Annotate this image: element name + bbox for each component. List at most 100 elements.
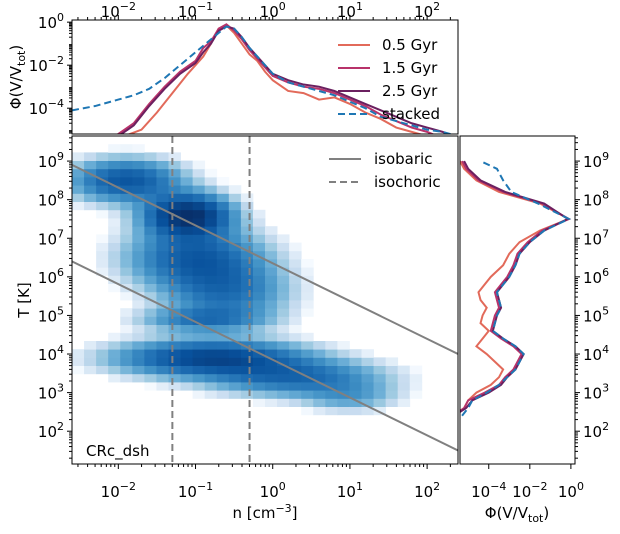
heatmap-cell [168, 193, 181, 202]
heatmap-cell [192, 332, 206, 342]
heatmap-cell [204, 267, 218, 276]
heatmap-cell [108, 144, 121, 153]
heatmap-cell [204, 341, 218, 350]
main-y-tick-label-4-exp: 5 [57, 304, 64, 317]
heatmap-cell [373, 398, 387, 407]
heatmap-cell [252, 324, 266, 334]
heatmap-cell [96, 185, 109, 194]
heatmap-cell [168, 373, 181, 383]
heatmap-cell [168, 201, 181, 211]
heatmap-cell [204, 283, 218, 293]
heatmap-cell [397, 373, 411, 383]
heatmap-cell [96, 152, 109, 161]
heatmap-cell [240, 291, 254, 301]
heatmap-cell [265, 250, 278, 260]
heatmap-cell [144, 259, 157, 268]
heatmap-cell [180, 250, 194, 260]
heatmap-cell [216, 242, 230, 252]
heatmap-cell [108, 209, 121, 219]
heatmap-cell [252, 308, 266, 317]
heatmap-cell [252, 218, 266, 227]
heatmap-cell [180, 283, 194, 293]
heatmap-cell [108, 218, 121, 227]
heatmap-cell [265, 341, 278, 350]
main-y-tick-label-4: 105 [38, 304, 64, 325]
heatmap-cell [132, 283, 145, 293]
heatmap-cell [144, 201, 157, 211]
heatmap-cell [349, 365, 362, 375]
right-series-group [460, 160, 572, 417]
heatmap-cell [216, 365, 230, 375]
heatmap-cell [132, 357, 145, 366]
heatmap-cell [180, 193, 194, 202]
right-y-tick-label-7: 102 [583, 420, 609, 441]
heatmap-cell [337, 357, 350, 366]
heatmap-cell [96, 267, 109, 276]
heatmap-cell [289, 267, 302, 276]
top-x-tick-label-0: 10−2 [101, 0, 136, 21]
heatmap-cell [192, 234, 206, 243]
heatmap-cell [96, 365, 109, 375]
heatmap-cell [108, 283, 121, 293]
heatmap-cell [361, 390, 374, 399]
reference-lines [72, 136, 458, 464]
heatmap-cell [277, 332, 290, 342]
heatmap-cell [277, 259, 290, 268]
heatmap-cell [325, 398, 338, 407]
heatmap-cell [180, 267, 194, 276]
heatmap-cell [156, 357, 169, 366]
top-y-tick-label-2-base: 10 [29, 100, 48, 118]
heatmap-cell [192, 308, 206, 317]
main-y-tick-label-3-base: 10 [38, 269, 57, 287]
heatmap-cell [96, 201, 109, 211]
heatmap-cell [132, 201, 145, 211]
heatmap-cell [180, 365, 194, 375]
heatmap-cell [337, 373, 350, 383]
heatmap-cell [252, 275, 266, 284]
heatmap-cell [84, 193, 97, 202]
heatmap-cell [240, 242, 254, 252]
heatmap-cell [168, 177, 181, 186]
main-legend: isobaric isochoric [329, 150, 441, 191]
heatmap-cell [289, 398, 302, 407]
heatmap-cell [108, 234, 121, 243]
heatmap-cell [204, 242, 218, 252]
heatmap-cell [265, 382, 278, 391]
main-y-tick-label-5-exp: 4 [57, 343, 64, 356]
heatmap-cell [277, 349, 290, 358]
heatmap-cell [180, 324, 194, 334]
heatmap-cell [216, 193, 230, 202]
heatmap-cell [265, 349, 278, 358]
heatmap-cell [301, 341, 314, 350]
heatmap-cell [168, 365, 181, 375]
heatmap-cell [349, 349, 362, 358]
heatmap-cell [192, 209, 206, 219]
main-x-tick-label-2-base: 10 [260, 483, 279, 501]
heatmap-cell [156, 365, 169, 375]
right-y-tick-label-1-exp: 8 [602, 189, 609, 202]
heatmap-cell [96, 209, 109, 219]
heatmap-cell [192, 349, 206, 358]
top-legend: 0.5 Gyr 1.5 Gyr 2.5 Gyr stacked [338, 36, 440, 123]
heatmap-cell [204, 349, 218, 358]
heatmap-cell [192, 193, 206, 202]
heatmap-cell [240, 234, 254, 243]
top-x-tick-label-2: 100 [260, 0, 286, 21]
top-x-tick-label-4-base: 10 [414, 3, 433, 21]
main-x-tick-label-0: 10−2 [101, 480, 136, 501]
heatmap-cell [192, 250, 206, 260]
right-y-tick-label-0-exp: 9 [602, 150, 609, 163]
heatmap-cell [72, 185, 85, 194]
heatmap-cell [385, 398, 399, 407]
heatmap-cell [108, 250, 121, 260]
heatmap-cell [301, 291, 314, 301]
heatmap-cell [265, 308, 278, 317]
heatmap-cell [144, 283, 157, 293]
main-y-tick-label-2: 107 [38, 227, 64, 248]
heatmap-cell [96, 341, 109, 350]
heatmap-cell [132, 324, 145, 334]
heatmap-cell [289, 300, 302, 309]
heatmap-cell [204, 193, 218, 202]
heatmap-cell [96, 349, 109, 358]
heatmap-cell [72, 349, 85, 358]
